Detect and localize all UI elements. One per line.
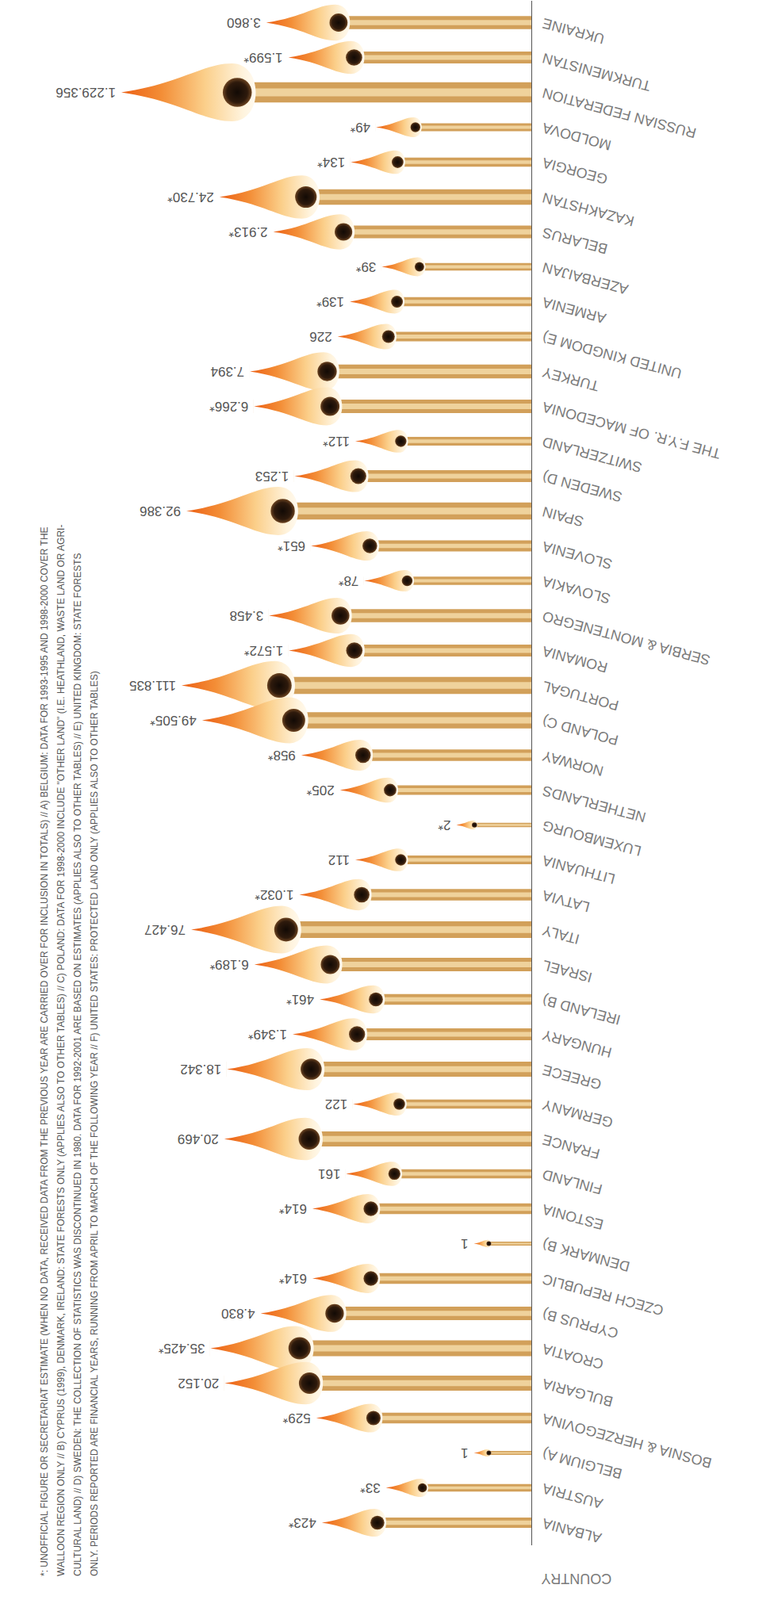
svg-text:1.229.356: 1.229.356 [55,84,116,100]
svg-text:20.469: 20.469 [177,1131,219,1147]
svg-text:IRELAND B): IRELAND B) [540,992,623,1028]
svg-text:LATVIA: LATVIA [540,887,592,916]
svg-text:CYPRUS B): CYPRUS B) [540,1306,621,1342]
svg-text:SERBIA & MONTENEGRO: SERBIA & MONTENEGRO [540,608,713,669]
svg-text:651*: 651* [277,538,306,554]
svg-text:112: 112 [328,852,350,868]
svg-text:614*: 614* [279,1201,307,1217]
svg-text:111.835: 111.835 [129,678,177,694]
svg-text:3.458: 3.458 [229,608,265,624]
svg-text:958*: 958* [267,747,296,763]
svg-text:78*: 78* [337,573,359,589]
svg-text:KAZAKHSTAN: KAZAKHSTAN [540,189,637,230]
html-text:CULTURAL LAND) // D) SWEDEN: T: CULTURAL LAND) // D) SWEDEN: THE COLLECT… [72,553,84,1577]
svg-text:2*: 2* [437,817,451,833]
svg-text:139*: 139* [316,294,345,310]
svg-text:1: 1 [460,1236,468,1252]
svg-text:ARMENIA: ARMENIA [540,294,608,327]
svg-text:SLOVAKIA: SLOVAKIA [540,573,613,607]
svg-text:7.394: 7.394 [210,364,246,380]
svg-text:1.349*: 1.349* [247,1026,288,1043]
svg-text:529*: 529* [282,1410,311,1426]
svg-text:2.913*: 2.913* [228,224,269,240]
svg-text:AUSTRIA: AUSTRIA [540,1480,606,1513]
svg-text:SLOVENIA: SLOVENIA [540,538,614,573]
svg-text:6.189*: 6.189* [209,957,250,973]
svg-text:NETHERLANDS: NETHERLANDS [540,782,648,826]
svg-text:ROMANIA: ROMANIA [540,643,610,676]
svg-text:6.266*: 6.266* [209,398,250,414]
svg-text:POLAND C): POLAND C) [540,712,621,749]
html-text:*: UNOFFICIAL FIGURE OR SECRET: *: UNOFFICIAL FIGURE OR SECRETARIAT ESTI… [38,526,50,1577]
svg-text:35.425*: 35.425* [157,1341,205,1357]
svg-text:LUXEMBOURG: LUXEMBOURG [540,817,644,859]
svg-text:RUSSIAN FEDERATION: RUSSIAN FEDERATION [540,84,698,142]
svg-text:1.572*: 1.572* [244,643,284,659]
svg-text:226: 226 [309,329,332,345]
svg-text:461*: 461* [286,992,315,1008]
svg-text:ESTONIA: ESTONIA [540,1201,606,1234]
svg-text:112*: 112* [322,433,350,449]
html-text:ONLY. PERIODS REPORTED ARE FIN: ONLY. PERIODS REPORTED ARE FINANCIAL YEA… [88,671,100,1577]
svg-text:BOSNIA & HERZEGOVINA: BOSNIA & HERZEGOVINA [540,1410,714,1472]
svg-text:SWEDEN D): SWEDEN D) [540,468,625,506]
svg-text:205*: 205* [306,782,334,798]
svg-text:HUNGARY: HUNGARY [540,1026,614,1062]
svg-text:GERMANY: GERMANY [540,1096,615,1131]
svg-text:4.830: 4.830 [221,1306,256,1322]
svg-text:423*: 423* [287,1515,316,1531]
svg-text:122: 122 [325,1096,348,1112]
svg-text:SWITZERLAND: SWITZERLAND [540,433,644,476]
svg-text:PORTUGAL: PORTUGAL [540,678,621,714]
svg-text:THE F.Y.R. OF MACEDONIA: THE F.Y.R. OF MACEDONIA [540,398,723,462]
svg-text:LITHUANIA: LITHUANIA [540,852,617,888]
svg-text:1: 1 [460,1445,468,1461]
svg-text:76.427: 76.427 [144,922,186,938]
svg-text:TURKMENISTAN: TURKMENISTAN [540,49,653,95]
svg-text:18.342: 18.342 [180,1061,222,1077]
svg-text:FRANCE: FRANCE [540,1131,602,1162]
svg-text:TURKEY: TURKEY [540,364,602,395]
svg-text:3.860: 3.860 [226,15,261,31]
svg-text:SPAIN: SPAIN [540,503,586,530]
svg-text:AZERBAIJAN: AZERBAIJAN [540,259,630,298]
svg-text:24.730*: 24.730* [167,189,215,205]
svg-text:33*: 33* [360,1480,381,1496]
svg-text:20.152: 20.152 [177,1375,219,1391]
svg-text:49*: 49* [349,119,371,135]
svg-text:1.032*: 1.032* [254,887,295,903]
svg-text:COUNTRY: COUNTRY [541,1570,613,1587]
svg-text:UNITED KINGDOM E): UNITED KINGDOM E) [540,329,684,382]
svg-text:NORWAY: NORWAY [540,747,606,780]
svg-text:92.386: 92.386 [139,503,181,519]
svg-text:UKRAINE: UKRAINE [540,15,606,47]
svg-text:BULGARIA: BULGARIA [540,1375,615,1411]
svg-text:1.599*: 1.599* [243,49,284,66]
html-text:WALLOON REGION ONLY // B) CYPR: WALLOON REGION ONLY // B) CYPRUS (1999),… [55,524,67,1577]
svg-text:39*: 39* [355,259,376,275]
svg-text:BELGIUM A): BELGIUM A) [540,1445,625,1483]
svg-text:GEORGIA: GEORGIA [540,154,610,188]
svg-text:49.505*: 49.505* [149,712,197,729]
svg-text:ALBANIA: ALBANIA [540,1515,604,1547]
svg-text:1.253: 1.253 [255,468,290,484]
svg-text:CZECH REPUBLIC: CZECH REPUBLIC [540,1271,666,1319]
svg-text:614*: 614* [279,1271,307,1287]
svg-text:FINLAND: FINLAND [540,1166,605,1198]
svg-text:BELARUS: BELARUS [540,224,610,257]
svg-text:134*: 134* [317,154,345,170]
svg-text:CROATIA: CROATIA [540,1341,606,1373]
svg-text:161: 161 [318,1166,341,1182]
svg-text:MOLDOVA: MOLDOVA [540,119,614,154]
svg-text:ISRAEL: ISRAEL [540,957,594,986]
svg-text:DENMARK B): DENMARK B) [540,1236,632,1276]
svg-text:ITALY: ITALY [540,922,582,948]
svg-text:GREECE: GREECE [540,1061,604,1093]
